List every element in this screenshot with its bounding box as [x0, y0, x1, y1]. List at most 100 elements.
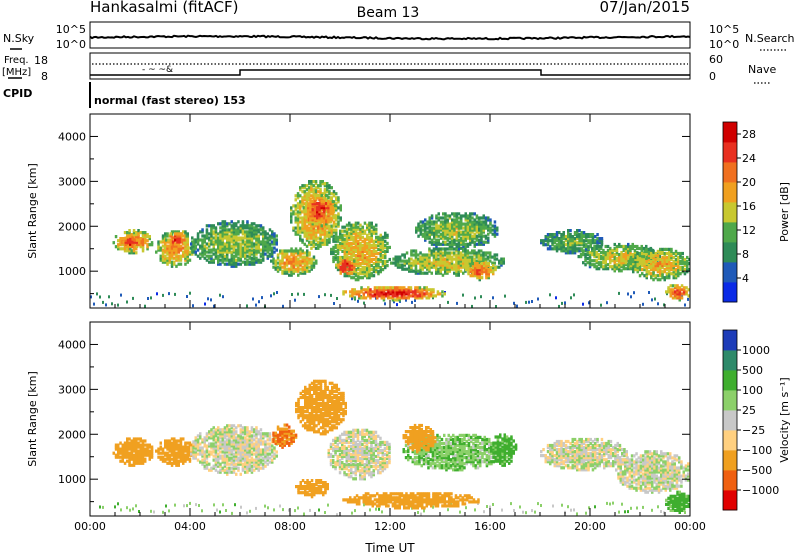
scatter-cell [226, 442, 229, 446]
scatter-cell [668, 257, 671, 262]
scatter-cell [659, 266, 662, 270]
scatter-cell [205, 236, 209, 240]
scatter-cell [558, 304, 560, 308]
scatter-cell [677, 274, 680, 278]
scatter-cell [361, 227, 364, 231]
scatter-cell [448, 222, 452, 226]
scatter-cell [257, 224, 260, 228]
scatter-cell [219, 242, 222, 246]
scatter-cell [301, 202, 304, 206]
scatter-cell [230, 258, 233, 262]
scatter-cell [264, 230, 267, 234]
scatter-cell [686, 264, 689, 268]
scatter-cell [303, 269, 307, 273]
scatter-cell [166, 260, 169, 264]
scatter-cell [430, 230, 434, 234]
scatter-cell [205, 432, 209, 436]
scatter-cell [357, 245, 360, 249]
scatter-cell [451, 224, 454, 228]
scatter-cell [99, 505, 101, 509]
scatter-cell [179, 437, 183, 441]
scatter-cell [485, 276, 488, 280]
scatter-cell [428, 249, 431, 253]
scatter-cell [587, 239, 590, 243]
scatter-cell [332, 255, 335, 260]
scatter-cell [279, 259, 282, 263]
scatter-cell [615, 248, 619, 253]
scatter-cell [186, 451, 189, 455]
scatter-cell [484, 259, 487, 263]
scatter-cell [191, 236, 194, 240]
scatter-cell [453, 212, 456, 216]
scatter-cell [328, 236, 331, 240]
scatter-cell [331, 206, 335, 210]
scatter-cell [462, 265, 465, 269]
scatter-cell [426, 236, 429, 240]
scatter-cell [408, 265, 411, 269]
scatter-cell [173, 248, 176, 252]
colorbar-tick-label: 12 [742, 224, 756, 237]
scatter-cell [412, 249, 415, 253]
scatter-cell [613, 267, 616, 271]
scatter-cell [379, 237, 382, 241]
scatter-cell [560, 247, 563, 251]
scatter-cell [519, 505, 521, 509]
scatter-cell [580, 243, 583, 247]
scatter-cell [117, 243, 120, 247]
scatter-cell [656, 278, 660, 282]
scatter-cell [179, 248, 183, 252]
scatter-cell [357, 299, 359, 303]
scatter-cell [232, 254, 236, 258]
scatter-cell [164, 258, 167, 262]
scatter-cell [361, 247, 364, 251]
scatter-cell [232, 242, 236, 246]
scatter-cell [223, 230, 227, 234]
scatter-cell [309, 206, 312, 210]
scatter-cell [312, 184, 315, 188]
scatter-cell [668, 270, 671, 274]
scatter-cell [318, 218, 321, 222]
scatter-cell [223, 262, 227, 266]
scatter-cell [312, 192, 315, 196]
scatter-cell [578, 247, 581, 251]
scatter-cell [255, 228, 258, 232]
scatter-cell [230, 424, 233, 428]
scatter-cell [175, 248, 178, 252]
scatter-cell [237, 252, 240, 256]
scatter-cell [687, 297, 689, 301]
scatter-cell [250, 256, 254, 260]
scatter-cell [157, 244, 160, 248]
scatter-cell [348, 249, 351, 253]
scatter-cell [615, 251, 619, 255]
scatter-cell [203, 442, 206, 446]
scatter-cell [683, 290, 686, 294]
scatter-cell [186, 250, 189, 254]
scatter-cell [665, 276, 669, 280]
scatter-cell [364, 288, 368, 292]
scatter-cell [121, 457, 124, 461]
scatter-cell [266, 246, 269, 250]
scatter-cell [453, 240, 456, 244]
scatter-cell [352, 251, 355, 256]
scatter-cell [384, 255, 387, 260]
scatter-cell [368, 247, 371, 251]
scatter-cell [439, 242, 443, 246]
scatter-cell [276, 265, 280, 269]
scatter-cell [335, 192, 338, 196]
scatter-cell [130, 453, 133, 457]
scatter-cell [130, 439, 133, 443]
scatter-cell [482, 220, 485, 224]
scatter-cell [186, 295, 188, 298]
scatter-cell [337, 265, 340, 269]
scatter-cell [146, 239, 149, 243]
scatter-cell [343, 241, 346, 245]
scatter-cell [480, 236, 483, 240]
scatter-cell [139, 231, 142, 235]
scatter-cell [276, 291, 278, 294]
scatter-cell [257, 242, 260, 246]
scatter-cell [355, 292, 359, 296]
scatter-cell [401, 259, 404, 263]
scatter-cell [640, 246, 643, 251]
scatter-cell [313, 200, 317, 204]
scatter-cell [489, 230, 492, 234]
